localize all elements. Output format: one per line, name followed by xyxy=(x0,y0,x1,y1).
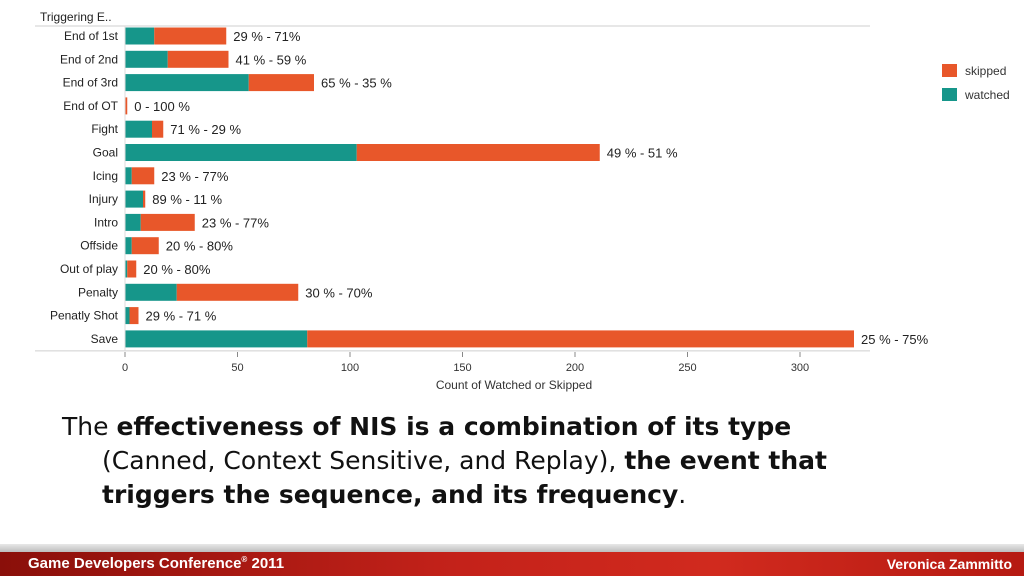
data-label: 23 % - 77% xyxy=(202,215,270,230)
bar-segment-skipped xyxy=(127,260,137,278)
data-label: 49 % - 51 % xyxy=(607,146,678,161)
bar-segment-skipped xyxy=(131,167,155,185)
bar-segment-watched xyxy=(125,213,141,231)
bar-segment-watched xyxy=(125,307,130,325)
legend: skipped watched xyxy=(942,64,1010,102)
bar-segment-watched xyxy=(125,74,249,92)
data-label: 25 % - 75% xyxy=(861,332,929,347)
data-label: 20 % - 80% xyxy=(166,239,234,254)
bar-segment-watched xyxy=(125,144,357,161)
caption: The effectiveness of NIS is a combinatio… xyxy=(62,410,962,512)
bar-segment-skipped xyxy=(143,190,146,208)
bar-segment-watched xyxy=(125,190,143,208)
data-label: 71 % - 29 % xyxy=(170,122,241,137)
data-label: 20 % - 80% xyxy=(143,262,211,277)
bar-segment-skipped xyxy=(140,213,195,231)
data-label: 29 % - 71 % xyxy=(146,309,217,324)
x-tick-label: 300 xyxy=(791,362,809,374)
bar-segment-skipped xyxy=(154,27,227,45)
category-label: Icing xyxy=(93,169,118,183)
caption-line-3: triggers the sequence, and its frequency… xyxy=(102,480,687,509)
labels-layer: End of 1st 29 % - 71% End of 2nd 41 % - 59 … xyxy=(50,29,929,347)
x-axis: 0 50 100 150 200 250 300 xyxy=(35,26,870,374)
category-label: Offside xyxy=(80,239,118,253)
bar-segment-skipped xyxy=(131,237,159,255)
x-tick-label: 0 xyxy=(122,362,128,374)
x-tick-label: 50 xyxy=(231,362,243,374)
caption-line-1: The effectiveness of NIS is a combinatio… xyxy=(62,412,792,441)
category-label: Save xyxy=(91,332,119,346)
bar-segment-watched xyxy=(125,330,308,348)
category-label: Penatly Shot xyxy=(50,309,119,323)
bar-segment-watched xyxy=(125,50,168,68)
data-label: 41 % - 59 % xyxy=(236,52,307,67)
footer-bar: Game Developers Conference® 2011 Veronic… xyxy=(0,552,1024,576)
bar-segment-skipped xyxy=(125,97,128,115)
legend-label-skipped: skipped xyxy=(965,64,1006,78)
category-label: End of OT xyxy=(63,99,118,113)
data-label: 0 - 100 % xyxy=(134,99,190,114)
caption-line-2: (Canned, Context Sensitive, and Replay),… xyxy=(102,446,827,475)
data-label: 30 % - 70% xyxy=(305,285,373,300)
category-label: End of 1st xyxy=(64,29,119,43)
bar-segment-watched xyxy=(125,167,132,185)
bar-segment-skipped xyxy=(152,120,164,138)
data-label: 65 % - 35 % xyxy=(321,76,392,91)
stacked-bar-chart: Triggering E.. End of 1st 29 % - 71%End o… xyxy=(35,10,1010,392)
category-label: Intro xyxy=(94,215,118,229)
bar-segment-watched xyxy=(125,237,132,255)
bar-segment-skipped xyxy=(248,74,314,92)
x-tick-label: 100 xyxy=(341,362,359,374)
category-label: End of 2nd xyxy=(60,52,118,66)
data-label: 23 % - 77% xyxy=(161,169,229,184)
data-label: 89 % - 11 % xyxy=(152,192,222,207)
x-axis-title: Count of Watched or Skipped xyxy=(436,378,592,392)
x-tick-label: 150 xyxy=(453,362,471,374)
bar-segment-skipped xyxy=(307,330,854,348)
category-label: Goal xyxy=(93,146,118,160)
bar-segment-watched xyxy=(125,27,155,45)
legend-swatch-skipped xyxy=(942,64,957,77)
legend-swatch-watched xyxy=(942,88,957,101)
bar-segment-watched xyxy=(125,120,152,138)
bar-segment-watched xyxy=(125,283,177,301)
bar-segment-watched xyxy=(125,260,128,278)
bar-segment-skipped xyxy=(176,283,299,301)
x-tick-label: 200 xyxy=(566,362,584,374)
legend-label-watched: watched xyxy=(964,88,1010,102)
category-column-header: Triggering E.. xyxy=(40,10,112,24)
category-label: Injury xyxy=(89,192,118,206)
category-label: End of 3rd xyxy=(63,76,118,90)
conference-name: Game Developers Conference® 2011 xyxy=(28,555,285,572)
author-name: Veronica Zammitto xyxy=(886,556,1012,572)
bars-layer xyxy=(125,27,854,348)
bar-segment-skipped xyxy=(129,307,139,325)
x-tick-label: 250 xyxy=(678,362,696,374)
footer-shadow xyxy=(0,544,1024,552)
category-label: Out of play xyxy=(60,262,118,276)
category-label: Penalty xyxy=(78,285,118,299)
bar-segment-skipped xyxy=(356,144,600,161)
bar-segment-skipped xyxy=(167,50,229,68)
category-label: Fight xyxy=(91,122,118,136)
data-label: 29 % - 71% xyxy=(233,29,301,44)
